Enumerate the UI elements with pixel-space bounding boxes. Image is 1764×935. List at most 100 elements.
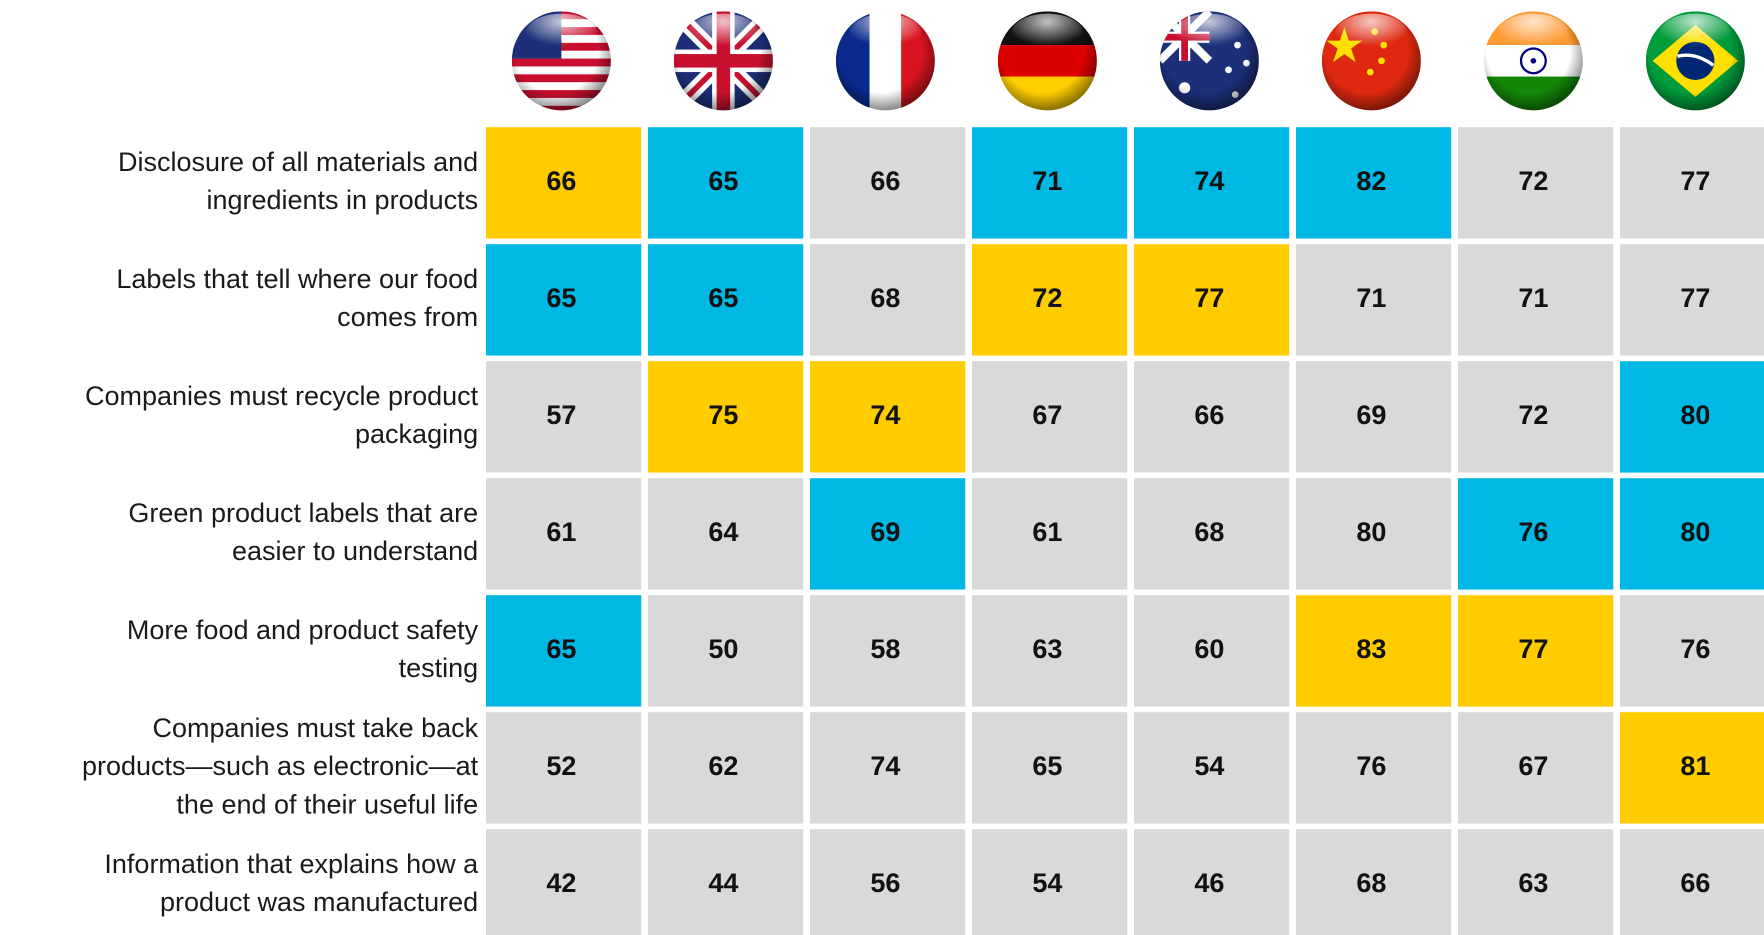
cell-value: 66: [1194, 400, 1224, 430]
cell-value: 62: [708, 751, 738, 781]
cell-value: 60: [1194, 634, 1224, 664]
cell: [1296, 829, 1452, 935]
cell: [972, 478, 1128, 590]
cell-value: 66: [546, 166, 576, 196]
cell: [972, 829, 1128, 935]
row-label: Labels that tell where our food: [116, 264, 478, 294]
cell-value: 68: [1356, 868, 1386, 898]
cell: [1620, 361, 1764, 473]
cell-value: 61: [546, 517, 576, 547]
cell: [1134, 595, 1290, 707]
cell-value: 83: [1356, 634, 1386, 664]
row-label: comes from: [337, 302, 478, 332]
cell: [972, 244, 1128, 356]
cell: [1620, 127, 1764, 239]
cell-value: 74: [1194, 166, 1224, 196]
cell: [1134, 478, 1290, 590]
cell-value: 77: [1680, 283, 1710, 313]
cell-value: 74: [870, 751, 900, 781]
cell-value: 81: [1680, 751, 1710, 781]
row-label: Disclosure of all materials and: [118, 147, 478, 177]
cell-value: 75: [708, 400, 738, 430]
cell-value: 80: [1356, 517, 1386, 547]
cell: [810, 829, 966, 935]
cell-value: 71: [1518, 283, 1548, 313]
cell: [1458, 595, 1614, 707]
cell-value: 42: [546, 868, 576, 898]
row-label: Companies must recycle product: [85, 381, 479, 411]
cell-value: 80: [1680, 400, 1710, 430]
cell: [1134, 829, 1290, 935]
cell: [1458, 712, 1614, 824]
row-label: Green product labels that are: [128, 498, 478, 528]
cell-value: 56: [870, 868, 900, 898]
cell: [648, 712, 804, 824]
cell-value: 52: [546, 751, 576, 781]
cell-value: 69: [870, 517, 900, 547]
flags: [511, 11, 1745, 111]
cell: [1296, 712, 1452, 824]
cell-value: 65: [546, 283, 576, 313]
flag-gloss: [511, 11, 1745, 111]
cell-value: 61: [1032, 517, 1062, 547]
cell-value: 66: [1680, 868, 1710, 898]
cell-value: 74: [870, 400, 900, 430]
cell: [648, 478, 804, 590]
cell-value: 68: [870, 283, 900, 313]
cell: [810, 712, 966, 824]
row-label: More food and product safety: [127, 615, 479, 645]
cell: [810, 478, 966, 590]
cell: [1296, 595, 1452, 707]
cell: [486, 127, 642, 239]
cell-value: 66: [870, 166, 900, 196]
cell: [648, 127, 804, 239]
cell-value: 46: [1194, 868, 1224, 898]
cell: [972, 595, 1128, 707]
cell: [972, 127, 1128, 239]
cell-value: 77: [1194, 283, 1224, 313]
cell-value: 72: [1518, 400, 1548, 430]
cell-value: 64: [708, 517, 738, 547]
cell-value: 65: [1032, 751, 1062, 781]
cell: [1134, 361, 1290, 473]
cell: [486, 478, 642, 590]
cell-value: 50: [708, 634, 738, 664]
cell: [1134, 244, 1290, 356]
cell-value: 77: [1680, 166, 1710, 196]
row-label: products—such as electronic—at: [82, 751, 479, 781]
cell: [1296, 244, 1452, 356]
cell-value: 58: [870, 634, 900, 664]
cell-value: 72: [1032, 283, 1062, 313]
cell: [486, 244, 642, 356]
cell-value: 57: [546, 400, 576, 430]
row-label: product was manufactured: [160, 887, 478, 917]
row-label: Companies must take back: [152, 713, 478, 743]
cell: [1134, 712, 1290, 824]
cell: [810, 127, 966, 239]
cell: [972, 712, 1128, 824]
cell-value: 80: [1680, 517, 1710, 547]
cell: [1296, 478, 1452, 590]
cell: [648, 361, 804, 473]
cell: [648, 595, 804, 707]
cell: [1458, 478, 1614, 590]
cell-value: 68: [1194, 517, 1224, 547]
cell-value: 54: [1194, 751, 1224, 781]
row-label: the end of their useful life: [176, 789, 478, 819]
cell-value: 69: [1356, 400, 1386, 430]
cell-value: 76: [1680, 634, 1710, 664]
cell-value: 76: [1356, 751, 1386, 781]
cell: [1134, 127, 1290, 239]
cell: [1458, 244, 1614, 356]
row-label: Information that explains how a: [104, 849, 479, 879]
cell: [486, 595, 642, 707]
row-label: easier to understand: [232, 536, 478, 566]
cell: [486, 712, 642, 824]
cell: [1296, 127, 1452, 239]
cell: [972, 361, 1128, 473]
cell: [1458, 829, 1614, 935]
cell-value: 67: [1032, 400, 1062, 430]
cell-value: 71: [1032, 166, 1062, 196]
